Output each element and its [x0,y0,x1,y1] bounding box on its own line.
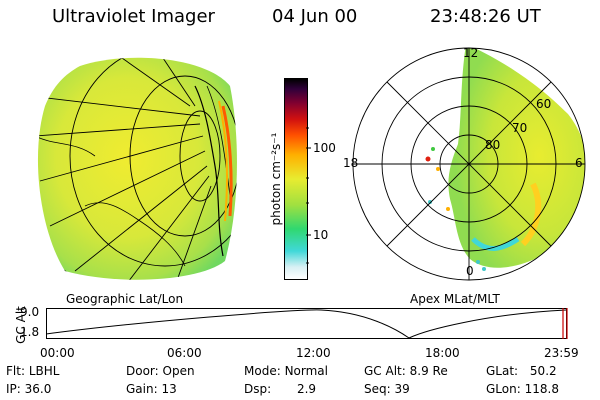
mlat-label-60: 60 [536,97,552,111]
altitude-curve [46,309,567,339]
mlt-label-6: 6 [575,156,583,170]
info-gc-alt: GC Alt: 8.9 Re [364,364,448,378]
info-mode: Mode: Normal [244,364,328,378]
colorbar-tick-100: 100 [313,141,336,155]
mlt-label-18: 18 [343,156,359,170]
info-filter: Flt: LBHL [6,364,60,378]
info-dsp: Dsp: 2.9 [244,382,317,396]
xtick-2359: 23:59 [544,346,579,360]
mlat-label-70: 70 [512,121,528,135]
mlt-label-0: 0 [466,264,474,278]
colorbar [284,78,308,280]
info-glat: GLat: 50.2 [486,364,557,378]
polar-label: Apex MLat/MLT [410,292,500,306]
info-door: Door: Open [126,364,195,378]
xtick-1200: 12:00 [296,346,331,360]
xtick-0600: 06:00 [167,346,202,360]
xtick-0000: 00:00 [40,346,75,360]
altitude-ytick-1-8: 1.8 [20,325,40,339]
globe-disk [37,57,237,280]
time-label: 23:48:26 UT [430,6,541,27]
geographic-image [37,57,237,280]
geographic-label: Geographic Lat/Lon [66,292,184,306]
altitude-ytick-9: 9.0 [20,305,40,319]
mlat-label-80: 80 [485,138,501,152]
instrument-title: Ultraviolet Imager [52,6,215,27]
altitude-plot [46,308,568,339]
polar-image [352,47,586,281]
mlt-label-12: 12 [463,46,479,60]
altitude-plot-frame [46,308,567,339]
info-ip: IP: 36.0 [6,382,52,396]
info-glon: GLon: 118.8 [486,382,559,396]
colorbar-tick-10: 10 [313,228,329,242]
info-gain: Gain: 13 [126,382,177,396]
date-label: 04 Jun 00 [272,6,358,27]
info-seq: Seq: 39 [364,382,410,396]
xtick-1800: 18:00 [425,346,460,360]
auroral-oval [448,48,585,268]
colorbar-axis [306,127,311,264]
colorbar-unit-label: photon cm⁻²s⁻¹ [269,132,283,226]
